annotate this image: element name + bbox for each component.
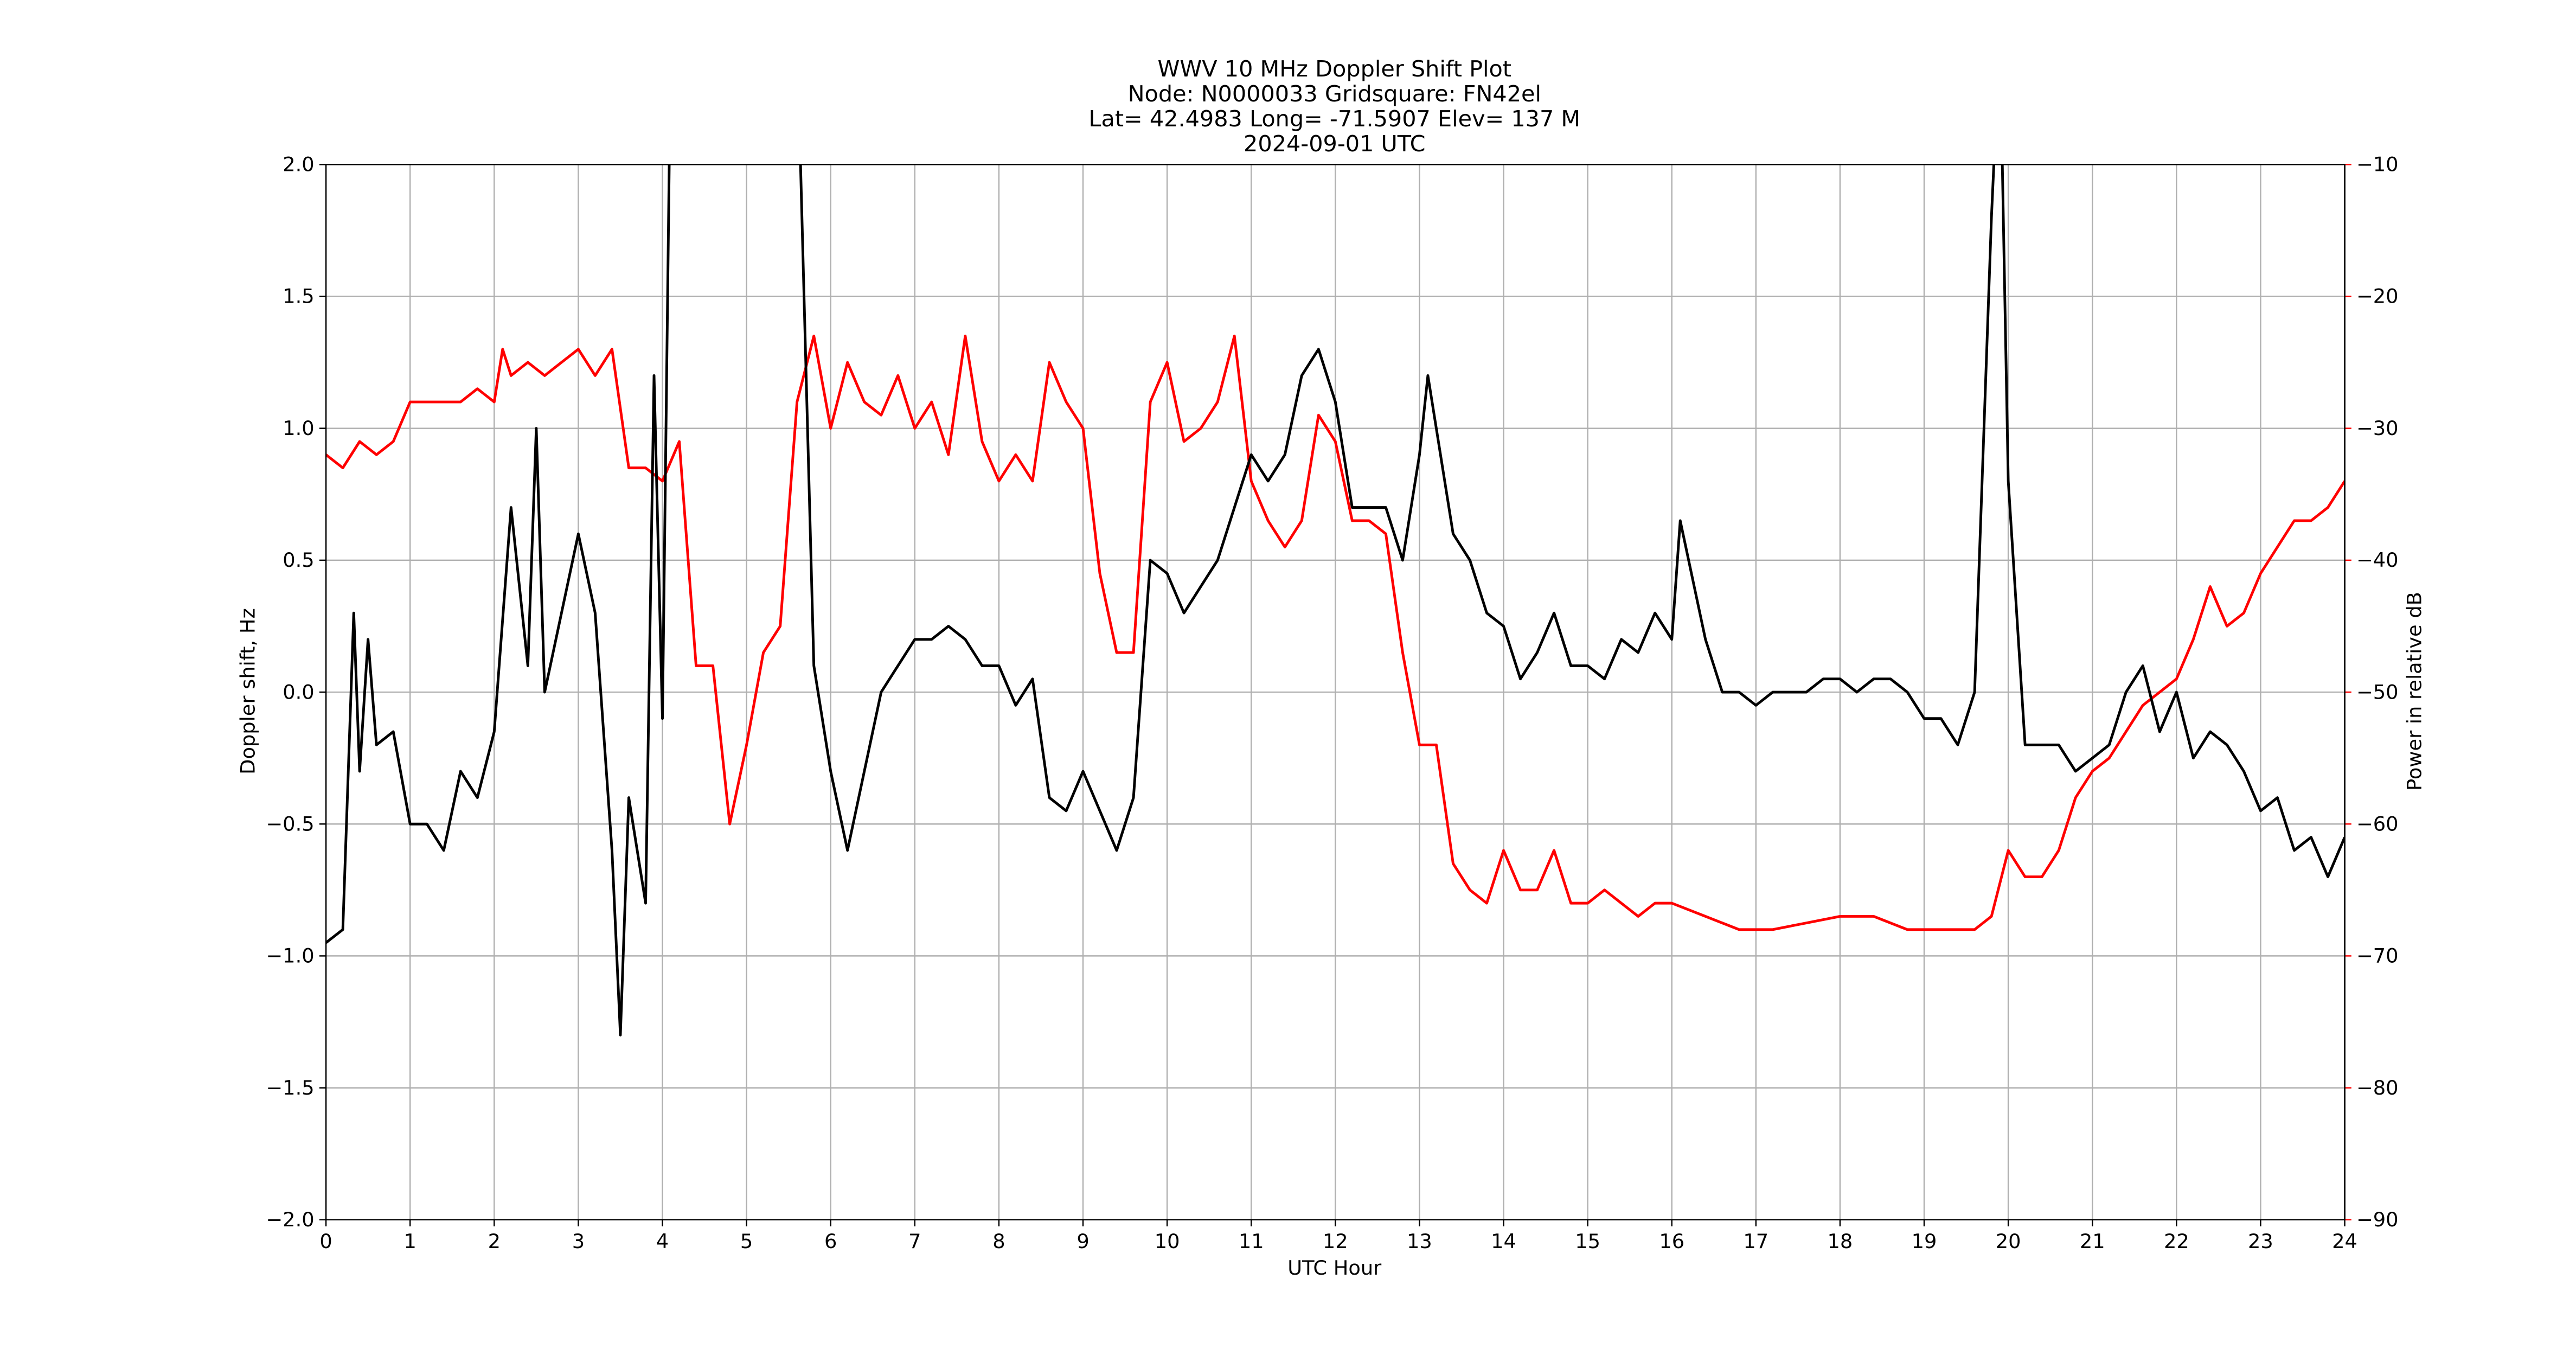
y-tick-label: −2.0 — [266, 1208, 314, 1231]
y2-axis-label: Power in relative dB — [2402, 592, 2426, 791]
x-tick-label: 8 — [992, 1230, 1005, 1253]
y2-tick-label: −40 — [2356, 548, 2399, 572]
x-tick-label: 5 — [740, 1230, 753, 1253]
chart-title: WWV 10 MHz Doppler Shift Plot — [1158, 56, 1512, 82]
x-tick-label: 20 — [1996, 1230, 2021, 1253]
x-tick-label: 6 — [824, 1230, 837, 1253]
x-tick-label: 23 — [2248, 1230, 2273, 1253]
y-tick-label: −1.5 — [266, 1076, 314, 1099]
y2-tick-label: −50 — [2356, 680, 2399, 703]
y-tick-label: 0.5 — [283, 548, 314, 572]
x-axis-label: UTC Hour — [1287, 1256, 1382, 1280]
x-tick-label: 17 — [1743, 1230, 1768, 1253]
x-tick-label: 15 — [1575, 1230, 1600, 1253]
y-tick-label: −0.5 — [266, 812, 314, 835]
y-tick-label: 1.5 — [283, 285, 314, 308]
y-tick-label: 1.0 — [283, 417, 314, 440]
x-tick-label: 3 — [572, 1230, 585, 1253]
y2-tick-label: −70 — [2356, 944, 2399, 968]
x-tick-label: 11 — [1239, 1230, 1264, 1253]
y-tick-label: 2.0 — [283, 153, 314, 176]
chart-title: Lat= 42.4983 Long= -71.5907 Elev= 137 M — [1088, 106, 1580, 132]
x-tick-label: 14 — [1491, 1230, 1516, 1253]
x-tick-label: 7 — [908, 1230, 921, 1253]
series-line — [326, 335, 2345, 931]
x-tick-label: 13 — [1407, 1230, 1432, 1253]
x-tick-label: 12 — [1323, 1230, 1348, 1253]
y-tick-label: −1.0 — [266, 944, 314, 968]
x-tick-label: 1 — [404, 1230, 416, 1253]
y2-tick-label: −10 — [2356, 153, 2399, 176]
y2-tick-label: −90 — [2356, 1208, 2399, 1231]
x-tick-label: 9 — [1076, 1230, 1089, 1253]
x-tick-label: 0 — [319, 1230, 332, 1253]
y2-tick-label: −60 — [2356, 812, 2399, 835]
x-tick-label: 18 — [1828, 1230, 1853, 1253]
x-tick-label: 24 — [2332, 1230, 2357, 1253]
y2-tick-label: −80 — [2356, 1076, 2399, 1099]
y-tick-label: 0.0 — [283, 680, 314, 703]
x-tick-label: 19 — [1912, 1230, 1937, 1253]
x-tick-label: 22 — [2164, 1230, 2189, 1253]
x-tick-label: 21 — [2080, 1230, 2105, 1253]
y2-tick-label: −30 — [2356, 417, 2399, 440]
x-tick-label: 4 — [656, 1230, 669, 1253]
x-tick-label: 2 — [488, 1230, 501, 1253]
chart-title: 2024-09-01 UTC — [1244, 131, 1426, 157]
y-axis-label: Doppler shift, Hz — [236, 608, 259, 775]
y2-tick-label: −20 — [2356, 285, 2399, 308]
x-tick-label: 10 — [1155, 1230, 1180, 1253]
series-line — [326, 164, 2345, 1037]
x-tick-label: 16 — [1659, 1230, 1684, 1253]
chart-title: Node: N0000033 Gridsquare: FN42el — [1128, 81, 1541, 107]
